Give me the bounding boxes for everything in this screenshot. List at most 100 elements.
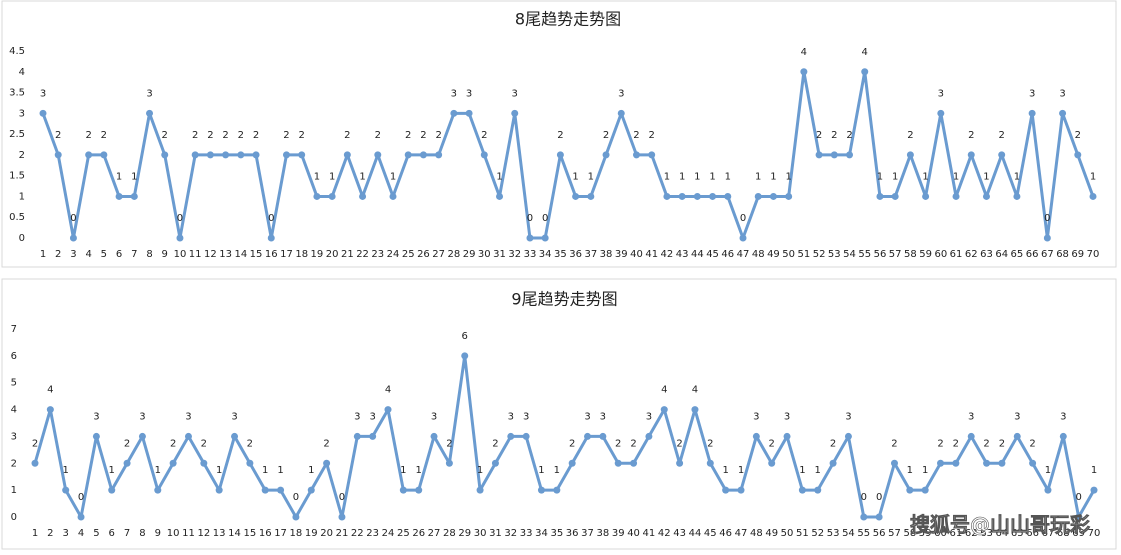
data-point: [415, 486, 423, 494]
data-point: [46, 406, 54, 414]
data-point: [338, 513, 346, 521]
data-label: 2: [238, 130, 244, 141]
data-point: [85, 151, 93, 159]
x-tick-label: 31: [489, 528, 502, 539]
x-tick-label: 45: [704, 528, 717, 539]
x-tick-label: 55: [858, 249, 871, 260]
x-tick-label: 48: [750, 528, 763, 539]
x-tick-label: 29: [463, 249, 476, 260]
data-point: [660, 406, 668, 414]
data-point: [374, 151, 382, 159]
data-label: 3: [938, 88, 944, 99]
data-label: 2: [170, 438, 176, 449]
data-point: [450, 109, 458, 117]
data-point: [353, 432, 361, 440]
data-point: [222, 151, 230, 159]
data-point: [267, 234, 275, 242]
x-tick-label: 26: [412, 528, 425, 539]
x-tick-label: 17: [280, 249, 293, 260]
data-label: 2: [375, 130, 381, 141]
x-tick-label: 43: [673, 528, 686, 539]
data-label: 2: [999, 130, 1005, 141]
x-tick-label: 66: [1026, 528, 1039, 539]
data-label: 0: [1075, 492, 1081, 503]
data-point: [844, 432, 852, 440]
x-tick-label: 63: [980, 528, 993, 539]
data-label: 1: [109, 465, 115, 476]
x-tick-label: 68: [1056, 249, 1069, 260]
data-point: [399, 486, 407, 494]
x-tick-label: 10: [167, 528, 180, 539]
x-tick-label: 58: [904, 249, 917, 260]
data-point: [815, 151, 823, 159]
data-label: 2: [101, 130, 107, 141]
data-point: [537, 486, 545, 494]
data-label: 1: [116, 171, 122, 182]
data-label: 2: [85, 130, 91, 141]
x-tick-label: 34: [539, 249, 552, 260]
data-label: 2: [1029, 438, 1035, 449]
x-tick-label: 22: [351, 528, 364, 539]
x-tick-label: 34: [535, 528, 548, 539]
x-tick-label: 12: [197, 528, 210, 539]
data-point: [115, 192, 123, 200]
data-label: 1: [1045, 465, 1051, 476]
data-point: [541, 234, 549, 242]
data-label: 0: [339, 492, 345, 503]
x-tick-label: 70: [1088, 528, 1101, 539]
data-label: 0: [70, 213, 76, 224]
data-point: [522, 432, 530, 440]
x-tick-label: 41: [645, 249, 658, 260]
data-point: [737, 486, 745, 494]
data-label: 3: [354, 411, 360, 422]
x-tick-label: 53: [828, 249, 841, 260]
data-label: 0: [78, 492, 84, 503]
data-point: [785, 192, 793, 200]
data-label: 1: [815, 465, 821, 476]
data-label: 3: [600, 411, 606, 422]
data-label: 1: [1014, 171, 1020, 182]
data-line: [33, 354, 1096, 519]
data-label: 2: [222, 130, 228, 141]
x-tick-label: 15: [250, 249, 263, 260]
x-tick-label: 54: [843, 249, 856, 260]
x-tick-label: 59: [919, 249, 932, 260]
data-point: [298, 151, 306, 159]
x-tick-label: 5: [101, 249, 107, 260]
x-tick-label: 1: [40, 249, 46, 260]
data-point: [706, 459, 714, 467]
data-point: [69, 234, 77, 242]
data-point: [983, 459, 991, 467]
x-tick-label: 69: [1072, 528, 1085, 539]
data-label: 2: [124, 438, 130, 449]
x-tick-label: 68: [1057, 528, 1070, 539]
data-point: [830, 151, 838, 159]
data-label: 2: [299, 130, 305, 141]
x-tick-label: 28: [443, 528, 456, 539]
data-label: 1: [400, 465, 406, 476]
data-label: 3: [1060, 411, 1066, 422]
x-tick-label: 43: [676, 249, 689, 260]
data-label: 2: [253, 130, 259, 141]
data-point: [1044, 486, 1052, 494]
data-label: 2: [405, 130, 411, 141]
x-tick-label: 42: [661, 249, 674, 260]
x-tick-label: 3: [70, 249, 76, 260]
x-tick-label: 7: [124, 528, 130, 539]
data-point: [138, 432, 146, 440]
data-label: 2: [649, 130, 655, 141]
data-label: 2: [830, 438, 836, 449]
data-label: 1: [738, 465, 744, 476]
data-label: 2: [55, 130, 61, 141]
data-point: [191, 151, 199, 159]
x-tick-label: 54: [842, 528, 855, 539]
data-point: [215, 486, 223, 494]
x-tick-label: 11: [182, 528, 195, 539]
x-tick-label: 4: [85, 249, 91, 260]
y-tick-label: 2.5: [9, 129, 25, 140]
x-tick-label: 14: [234, 249, 247, 260]
data-label: 2: [831, 130, 837, 141]
data-point: [419, 151, 427, 159]
data-point: [77, 513, 85, 521]
data-label: 2: [937, 438, 943, 449]
